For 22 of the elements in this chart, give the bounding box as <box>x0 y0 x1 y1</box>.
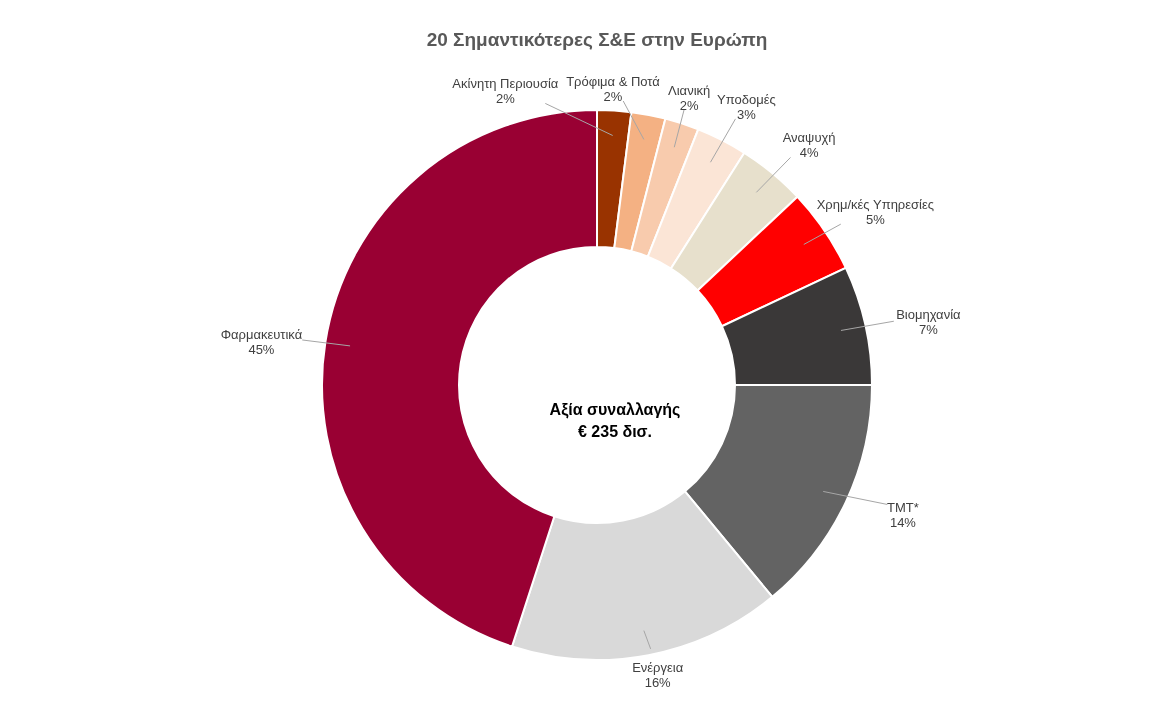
data-label: 45% <box>248 341 275 357</box>
slice-label: Υποδομές <box>717 91 776 107</box>
data-label: 16% <box>644 674 672 690</box>
data-label: 2% <box>679 97 699 113</box>
data-label: 4% <box>799 145 819 161</box>
data-label: 5% <box>865 212 886 228</box>
slice-label: Φαρμακευτικά <box>220 326 303 342</box>
slice-label: Χρημ/κές Υπηρεσίες <box>816 197 935 213</box>
text: Αξία συναλλαγής € 235 δισ. <box>549 401 681 440</box>
slice-label: Βιομηχανία <box>896 307 962 323</box>
slice-label: TMT* <box>887 499 919 515</box>
slice-label: Ακίνητη Περιουσία <box>452 76 559 92</box>
data-label: 7% <box>918 322 939 338</box>
slice-label: Ενέργεια <box>632 659 684 675</box>
slice-label: Λιανική <box>668 82 711 98</box>
chart-title: 20 Σημαντικότερες Σ&Ε στην Ευρώπη <box>426 29 768 50</box>
data-label: 14% <box>889 514 917 530</box>
data-label: 3% <box>737 106 757 122</box>
data-label: 2% <box>495 91 516 107</box>
slice-label: Τρόφιμα & Ποτά <box>566 74 661 89</box>
slice-label: Αναψυχή <box>782 130 836 146</box>
data-label: 2% <box>603 89 623 104</box>
